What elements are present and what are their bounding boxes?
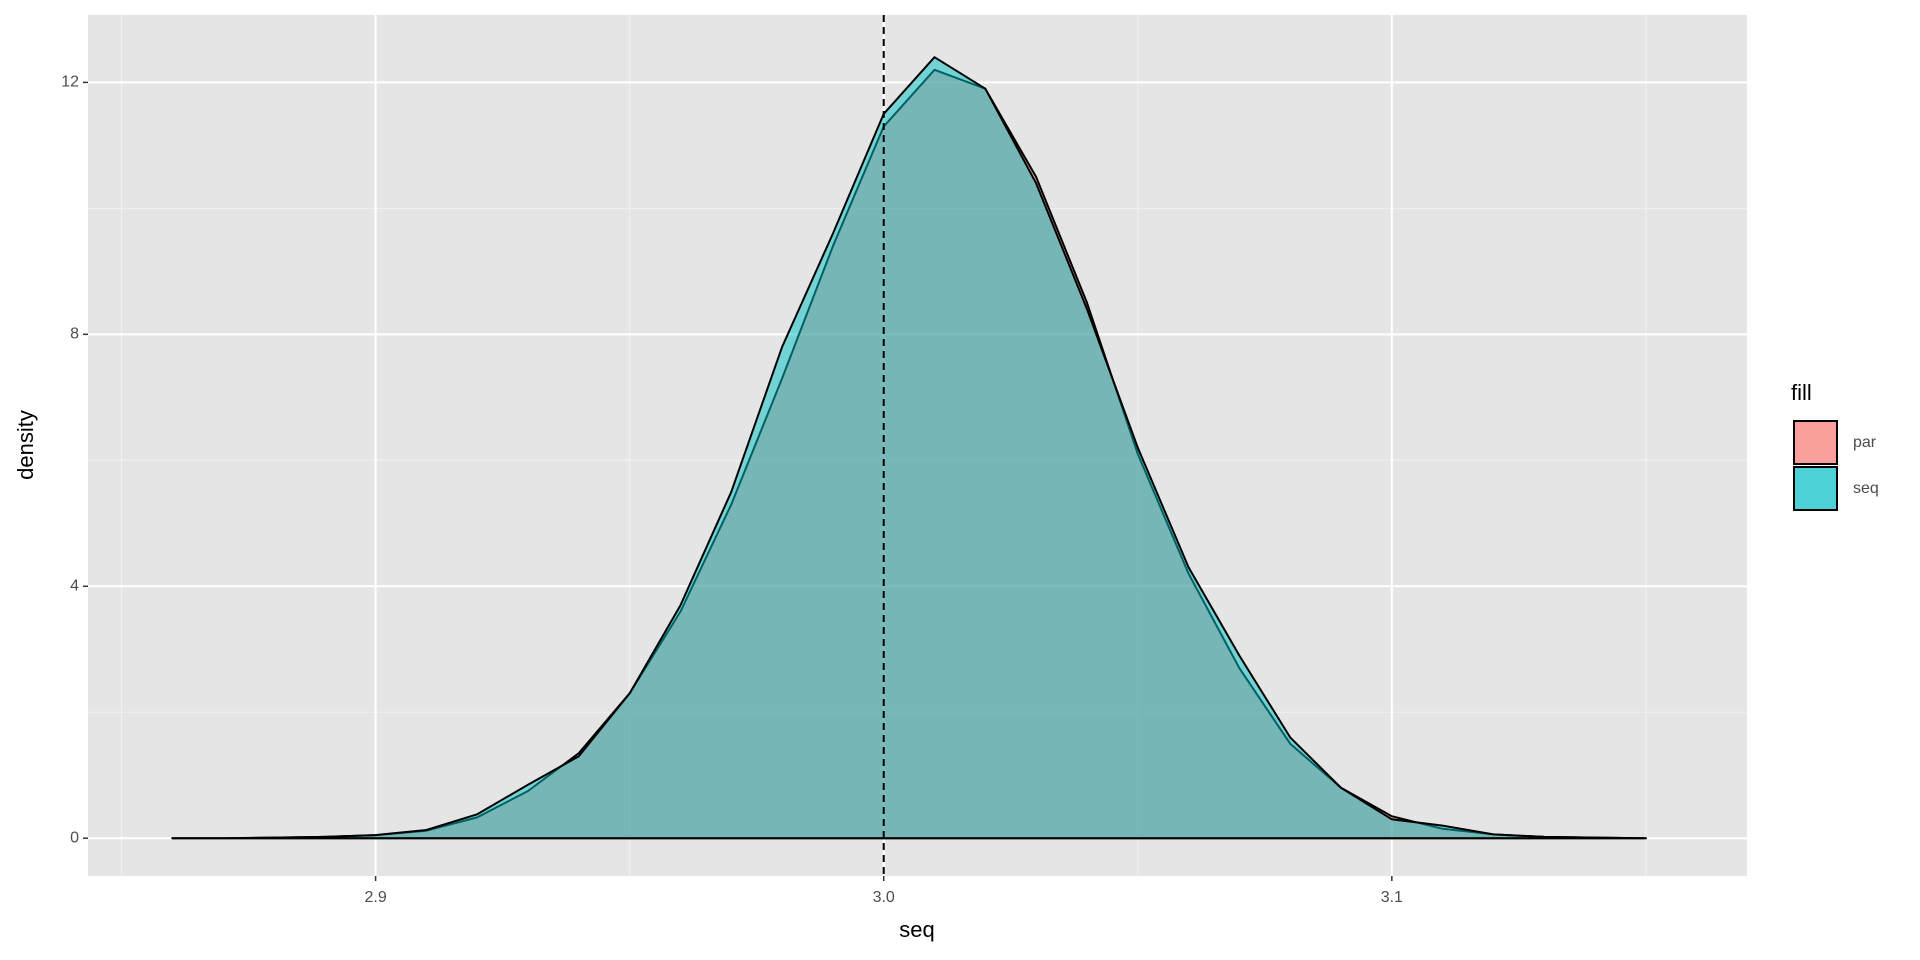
legend-label: par xyxy=(1853,434,1877,451)
y-tick-label: 0 xyxy=(70,829,79,846)
y-tick-label: 12 xyxy=(61,74,79,91)
x-axis-title: seq xyxy=(899,917,934,942)
legend-title: fill xyxy=(1791,380,1812,405)
legend-key xyxy=(1793,466,1838,511)
y-axis-title: density xyxy=(13,410,38,480)
y-tick-label: 4 xyxy=(70,577,79,594)
x-tick-label: 3.1 xyxy=(1381,889,1403,906)
x-tick-label: 3.0 xyxy=(873,889,895,906)
x-tick-label: 2.9 xyxy=(364,889,386,906)
legend-key xyxy=(1793,420,1838,465)
legend-label: seq xyxy=(1853,480,1879,497)
density-area xyxy=(171,56,1647,840)
y-tick-label: 8 xyxy=(70,326,79,343)
